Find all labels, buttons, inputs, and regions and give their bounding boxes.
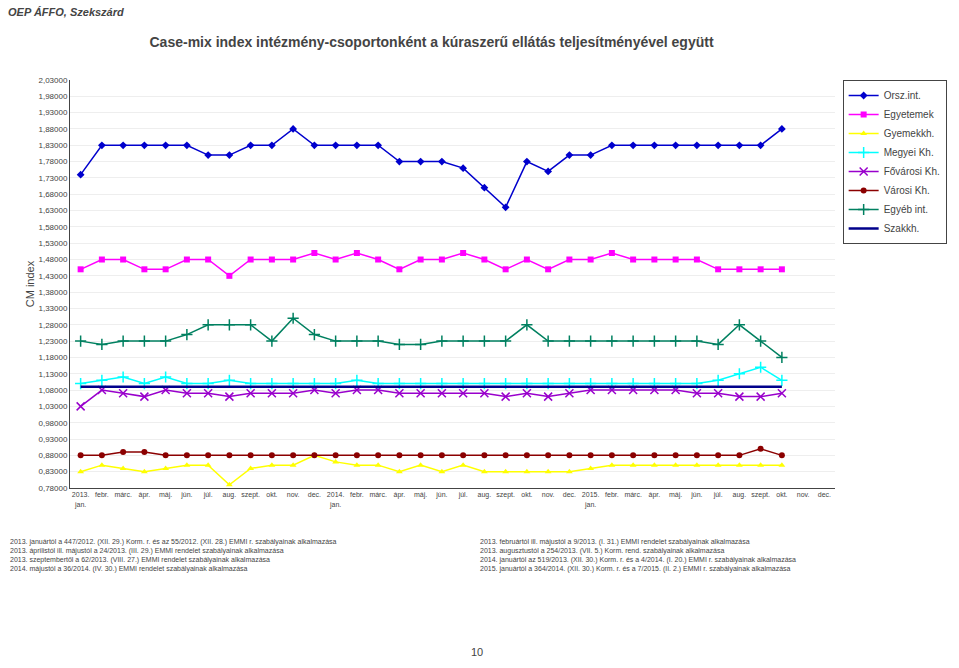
svg-text:1,08000: 1,08000 [38, 386, 67, 395]
svg-text:1,78000: 1,78000 [38, 157, 67, 166]
svg-text:okt.: okt. [776, 491, 787, 498]
svg-text:febr.: febr. [605, 491, 619, 498]
svg-text:1,18000: 1,18000 [38, 353, 67, 362]
svg-text:OEP ÁFFO, Szekszárd: OEP ÁFFO, Szekszárd [8, 6, 124, 18]
svg-text:1,73000: 1,73000 [38, 174, 67, 183]
svg-text:nov.: nov. [542, 491, 555, 498]
svg-text:aug.: aug. [733, 491, 747, 499]
svg-text:2013.jan.: 2013.jan. [72, 491, 90, 508]
svg-text:Szakkh.: Szakkh. [884, 223, 920, 234]
svg-text:2,03000: 2,03000 [38, 76, 67, 85]
svg-text:okt.: okt. [266, 491, 277, 498]
svg-text:1,83000: 1,83000 [38, 141, 67, 150]
svg-text:0,88000: 0,88000 [38, 451, 67, 460]
svg-text:2013. februártól ill. májustól: 2013. februártól ill. májustól a 9/2013.… [480, 538, 796, 573]
svg-text:1,23000: 1,23000 [38, 337, 67, 346]
svg-text:nov.: nov. [287, 491, 300, 498]
svg-text:márc.: márc. [114, 491, 132, 498]
svg-text:máj.: máj. [159, 491, 172, 499]
svg-text:1,28000: 1,28000 [38, 321, 67, 330]
svg-text:1,68000: 1,68000 [38, 190, 67, 199]
svg-text:aug.: aug. [223, 491, 237, 499]
svg-text:dec.: dec. [308, 491, 321, 498]
svg-text:Orsz.int.: Orsz.int. [884, 90, 921, 101]
svg-text:1,48000: 1,48000 [38, 255, 67, 264]
svg-text:nov.: nov. [797, 491, 810, 498]
svg-text:júl.: júl. [458, 491, 468, 499]
svg-text:1,03000: 1,03000 [38, 402, 67, 411]
svg-text:jún.: jún. [435, 491, 447, 499]
svg-text:jún.: jún. [690, 491, 702, 499]
svg-text:júl.: júl. [203, 491, 213, 499]
svg-text:0,78000: 0,78000 [38, 484, 67, 493]
svg-text:1,98000: 1,98000 [38, 92, 67, 101]
svg-text:szept.: szept. [241, 491, 260, 499]
svg-text:szept.: szept. [496, 491, 515, 499]
svg-text:aug.: aug. [478, 491, 492, 499]
svg-text:Egyetemek: Egyetemek [884, 109, 935, 120]
svg-text:jún.: jún. [180, 491, 192, 499]
svg-text:0,83000: 0,83000 [38, 467, 67, 476]
svg-text:2013. januártól a 447/2012. (X: 2013. januártól a 447/2012. (XII. 29.) K… [10, 538, 337, 573]
svg-text:dec.: dec. [563, 491, 576, 498]
svg-text:febr.: febr. [95, 491, 109, 498]
svg-text:ápr.: ápr. [394, 491, 406, 499]
svg-text:Városi Kh.: Városi Kh. [884, 185, 930, 196]
svg-text:1,53000: 1,53000 [38, 239, 67, 248]
svg-text:Case-mix index intézmény-csopo: Case-mix index intézmény-csoportonként a… [150, 34, 714, 50]
svg-text:máj.: máj. [669, 491, 682, 499]
svg-text:1,33000: 1,33000 [38, 304, 67, 313]
svg-text:ápr.: ápr. [139, 491, 151, 499]
svg-text:2015.jan.: 2015.jan. [582, 491, 600, 508]
svg-text:1,58000: 1,58000 [38, 223, 67, 232]
svg-text:Fővárosi Kh.: Fővárosi Kh. [884, 166, 940, 177]
svg-text:1,93000: 1,93000 [38, 108, 67, 117]
svg-text:Megyei Kh.: Megyei Kh. [884, 147, 934, 158]
svg-text:júl.: júl. [713, 491, 723, 499]
svg-text:1,88000: 1,88000 [38, 125, 67, 134]
svg-text:0,98000: 0,98000 [38, 419, 67, 428]
svg-text:szept.: szept. [751, 491, 770, 499]
svg-text:0,93000: 0,93000 [38, 435, 67, 444]
svg-text:10: 10 [471, 646, 483, 658]
svg-text:2014.jan.: 2014.jan. [327, 491, 345, 508]
svg-text:1,38000: 1,38000 [38, 288, 67, 297]
svg-text:1,63000: 1,63000 [38, 206, 67, 215]
svg-text:febr.: febr. [350, 491, 364, 498]
svg-text:Egyéb int.: Egyéb int. [884, 204, 928, 215]
svg-text:1,13000: 1,13000 [38, 370, 67, 379]
svg-text:CM index: CM index [24, 260, 36, 307]
svg-text:márc.: márc. [624, 491, 642, 498]
svg-text:ápr.: ápr. [649, 491, 661, 499]
svg-text:okt.: okt. [521, 491, 532, 498]
svg-text:Gyemekkh.: Gyemekkh. [884, 128, 935, 139]
svg-text:máj.: máj. [414, 491, 427, 499]
svg-text:márc.: márc. [369, 491, 387, 498]
svg-text:dec.: dec. [818, 491, 831, 498]
svg-text:1,43000: 1,43000 [38, 272, 67, 281]
